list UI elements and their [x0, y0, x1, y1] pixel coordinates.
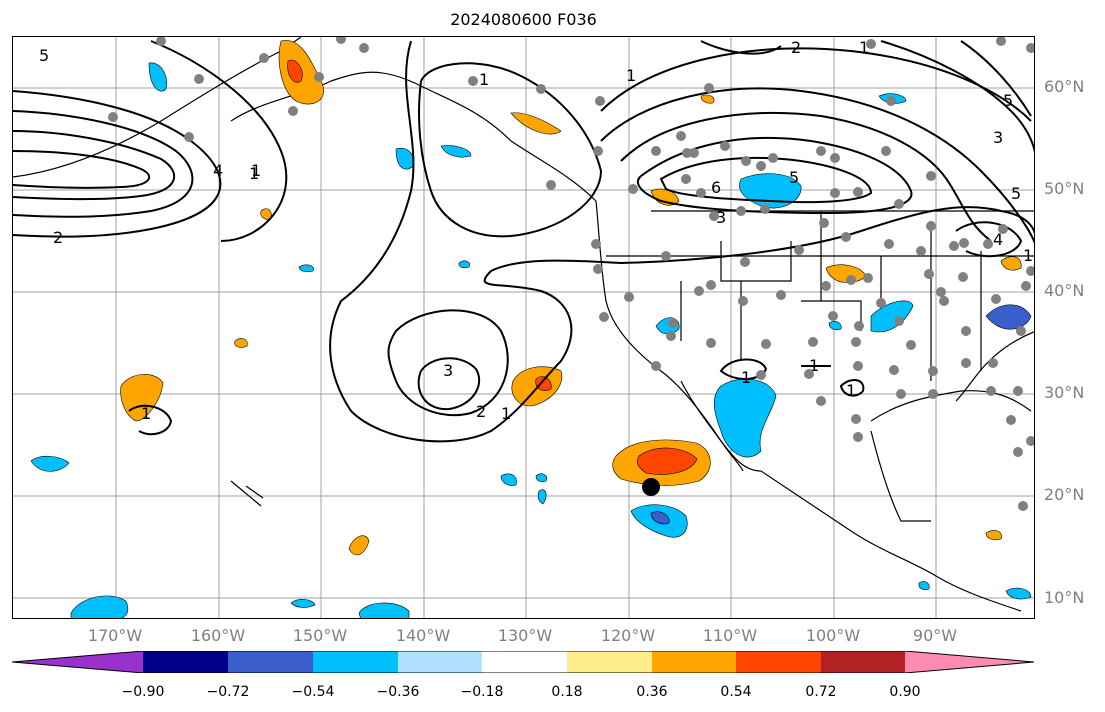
- colorbar-segment: [313, 651, 398, 673]
- lon-label: 150°W: [292, 626, 348, 645]
- contour-label: 1: [846, 381, 856, 400]
- colorbar-tick-label: 0.36: [636, 684, 668, 700]
- colorbar-segment: [143, 651, 228, 673]
- contour-label: 1: [859, 38, 869, 57]
- lat-label: 40°N: [1044, 281, 1085, 300]
- colorbar-tick-label: 0.54: [720, 684, 752, 700]
- contour-label: 2: [53, 228, 63, 247]
- lon-label: 140°W: [395, 626, 451, 645]
- contour-label: 1: [249, 164, 259, 183]
- colorbar-tick-label: 0.18: [551, 684, 583, 700]
- contour-label: 1: [741, 368, 751, 387]
- colorbar-extend-max: [905, 651, 1034, 673]
- colorbar-tick-label: 0.72: [805, 684, 837, 700]
- lat-label: 60°N: [1044, 77, 1085, 96]
- colorbar-tick-label: 0.90: [889, 684, 921, 700]
- lon-label: 120°W: [600, 626, 656, 645]
- contour-label-group: 5 4 1 2 1 1 5 5 6 3 5 3 4 1 2 3 2 1 1 1 …: [39, 38, 1033, 423]
- contour-label: 1: [501, 404, 511, 423]
- colorbar-tick-label: −0.18: [460, 684, 504, 700]
- contour-label: 5: [1011, 184, 1021, 203]
- contour-label: 3: [443, 361, 453, 380]
- contour-label: 5: [789, 168, 799, 187]
- colorbar-segment: [736, 651, 821, 673]
- colorbar-segment: [228, 651, 313, 673]
- colorbar-segment: [821, 651, 905, 673]
- colorbar-tick-label: −0.54: [291, 684, 335, 700]
- contour-label: 1: [1023, 246, 1033, 265]
- colorbar-tick-label: −0.36: [376, 684, 420, 700]
- contour-label: 1: [251, 161, 261, 180]
- lat-label: 10°N: [1044, 588, 1085, 607]
- contour-label: 5: [1003, 91, 1013, 110]
- colorbar-segment: [398, 651, 482, 673]
- lat-label: 20°N: [1044, 485, 1085, 504]
- map-panel[interactable]: 5 4 1 2 1 1 5 5 6 3 5 3 4 1 2 3 2 1 1 1 …: [12, 36, 1035, 619]
- map-title: 2024080600 F036: [450, 10, 597, 29]
- colorbar: [12, 651, 1035, 673]
- lon-label: 90°W: [912, 626, 958, 645]
- contour-label: 3: [716, 208, 726, 227]
- station-markers: [108, 37, 1034, 511]
- lon-label: 160°W: [190, 626, 246, 645]
- storm-center-marker: [642, 478, 660, 496]
- contour-label: 1: [626, 66, 636, 85]
- map-canvas: 5 4 1 2 1 1 5 5 6 3 5 3 4 1 2 3 2 1 1 1 …: [13, 37, 1034, 618]
- colorbar-segment: [652, 651, 736, 673]
- colorbar-tick-label: −0.90: [121, 684, 165, 700]
- contour-label: 4: [993, 230, 1003, 249]
- contour-label: 3: [993, 128, 1003, 147]
- contour-label: 6: [711, 178, 721, 197]
- contour-label: 2: [476, 402, 486, 421]
- contour-label: 2: [791, 38, 801, 57]
- contour-label: 1: [141, 404, 151, 423]
- lon-label: 110°W: [702, 626, 758, 645]
- colorbar-tick-label: −0.72: [206, 684, 250, 700]
- colorbar-extend-min: [12, 651, 143, 673]
- anomaly-fills: [30, 40, 1032, 618]
- lon-label: 100°W: [805, 626, 861, 645]
- colorbar-segment: [567, 651, 652, 673]
- contour-label: 1: [809, 356, 819, 375]
- lat-label: 50°N: [1044, 179, 1085, 198]
- lat-label: 30°N: [1044, 383, 1085, 402]
- colorbar-segment: [482, 651, 567, 673]
- contour-lines: [13, 40, 1034, 443]
- contour-label: 4: [213, 161, 223, 180]
- contour-label: 1: [479, 70, 489, 89]
- contour-label: 5: [39, 46, 49, 65]
- lon-label: 170°W: [87, 626, 143, 645]
- lon-label: 130°W: [497, 626, 553, 645]
